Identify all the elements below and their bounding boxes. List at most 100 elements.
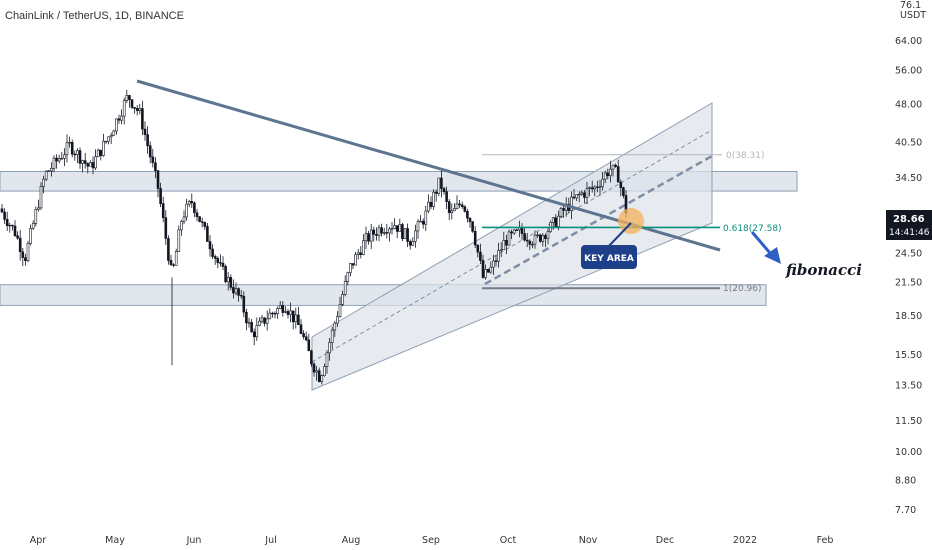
candle-body — [395, 225, 399, 232]
candle-body — [304, 336, 308, 341]
candle-body — [203, 222, 207, 227]
y-tick-label: 15.50 — [895, 350, 922, 361]
candle-body — [180, 221, 183, 231]
channel-midline — [311, 129, 713, 363]
candle-body — [505, 240, 508, 246]
candle-body — [317, 370, 321, 382]
candle-body — [486, 268, 490, 273]
candle-body — [559, 208, 563, 217]
fibonacci-arrow-shaft — [750, 231, 772, 254]
candle-body — [63, 154, 66, 159]
y-tick-label: 40.50 — [895, 137, 922, 148]
candle-body — [47, 170, 51, 172]
candle-body — [250, 322, 253, 333]
candle-body — [375, 234, 378, 236]
candle-body — [466, 211, 469, 219]
candle-body — [70, 142, 74, 155]
key-area-label: KEY AREA — [584, 254, 634, 264]
candle-body — [245, 311, 248, 324]
candle-body — [213, 256, 217, 259]
candle-body — [572, 196, 576, 199]
candle-body — [393, 225, 396, 229]
candle-body — [143, 128, 147, 135]
candle-body — [271, 312, 274, 315]
candle-body — [336, 316, 339, 324]
candle-body — [37, 207, 40, 210]
candle-body — [382, 232, 386, 234]
candle-body — [5, 219, 9, 226]
y-tick-label: 11.50 — [895, 416, 922, 427]
candle-body — [200, 221, 204, 223]
y-tick-label: 24.50 — [895, 249, 922, 260]
candle-body — [278, 305, 282, 309]
candle-body — [380, 227, 383, 234]
candle-body — [229, 277, 233, 288]
candle-body — [471, 221, 474, 232]
candle-body — [68, 142, 71, 144]
candle-body — [65, 142, 69, 156]
candle-body — [78, 150, 82, 164]
x-tick-labels: Apr May Jun Jul Aug Sep Oct Nov Dec 2022 Feb — [30, 535, 834, 546]
candle-body — [377, 227, 381, 236]
candle-body — [408, 241, 412, 246]
time-axis[interactable] — [0, 530, 932, 550]
candle-body — [302, 333, 305, 338]
key-area-badge[interactable] — [581, 245, 637, 269]
candle-body — [499, 249, 503, 251]
candle-body — [242, 295, 246, 313]
candle-body — [460, 204, 464, 207]
candle-body — [177, 229, 181, 252]
y-tick-label: 48.00 — [895, 100, 922, 111]
candle-body — [458, 203, 461, 206]
candle-body — [310, 350, 313, 365]
candle-body — [297, 314, 300, 325]
candle-body — [294, 314, 298, 323]
candle-body — [598, 186, 602, 188]
candle-body — [429, 201, 433, 207]
y-tick-label: 18.50 — [895, 311, 922, 322]
fib-label-0618: 0.618(27.58) — [723, 224, 782, 234]
candle-body — [362, 240, 365, 255]
candle-body — [219, 262, 222, 264]
candle-body — [164, 217, 168, 239]
candle-body — [385, 232, 389, 234]
y-tick-label: 8.80 — [895, 475, 916, 486]
candle-body — [463, 206, 467, 212]
candle-body — [523, 233, 526, 241]
candle-body — [252, 331, 256, 338]
candle-body — [570, 196, 573, 211]
y-tick-label: 64.00 — [895, 36, 922, 47]
candle-body — [325, 352, 329, 367]
candle-body — [588, 187, 591, 189]
candle-body — [315, 370, 318, 373]
candle-body — [346, 272, 350, 282]
candle-body — [403, 228, 407, 239]
candle-body — [276, 308, 279, 314]
chart-title: ChainLink / TetherUS, 1D, BINANCE — [5, 10, 184, 22]
candle-body — [531, 243, 534, 246]
candle-body — [603, 172, 607, 180]
candle-body — [102, 140, 105, 156]
candle-body — [255, 325, 259, 338]
candle-body — [232, 287, 235, 294]
candle-body — [3, 211, 6, 220]
price-badge — [886, 210, 932, 240]
price-axis[interactable] — [880, 0, 932, 530]
candle-body — [601, 178, 604, 187]
candle-body — [424, 210, 428, 225]
candle-body — [512, 229, 516, 234]
x-tick-label: Oct — [500, 535, 517, 546]
x-tick-label: Sep — [422, 535, 440, 546]
y-tick-label: 34.50 — [895, 173, 922, 184]
candle-body — [447, 201, 451, 213]
candle-body — [234, 288, 238, 294]
axis-currency-label: USDT — [900, 10, 926, 21]
candle-body — [206, 226, 209, 242]
candle-body — [502, 240, 506, 251]
candle-body — [273, 312, 277, 315]
candle-body — [16, 235, 19, 239]
candle-body — [198, 216, 201, 222]
candle-body — [515, 229, 519, 231]
candle-body — [260, 317, 264, 322]
